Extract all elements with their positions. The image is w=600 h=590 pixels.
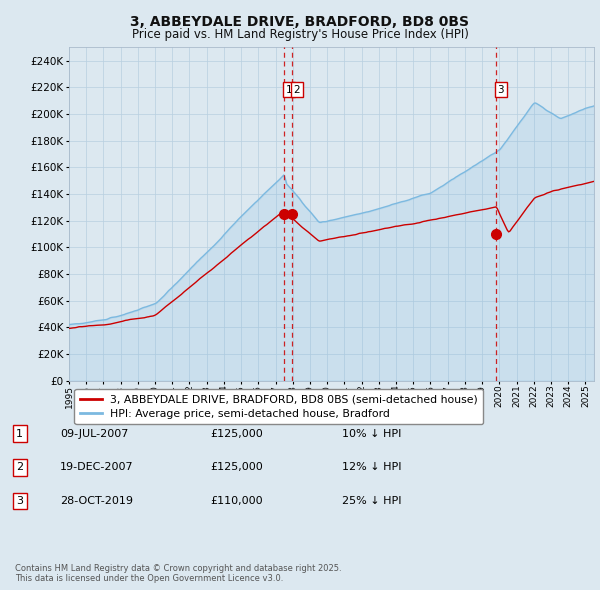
Text: 1: 1 <box>286 85 293 95</box>
Text: 25% ↓ HPI: 25% ↓ HPI <box>342 496 401 506</box>
Text: 2: 2 <box>293 85 300 95</box>
Text: 2: 2 <box>16 463 23 472</box>
Text: 09-JUL-2007: 09-JUL-2007 <box>60 429 128 438</box>
Text: 3, ABBEYDALE DRIVE, BRADFORD, BD8 0BS: 3, ABBEYDALE DRIVE, BRADFORD, BD8 0BS <box>131 15 470 30</box>
Text: Price paid vs. HM Land Registry's House Price Index (HPI): Price paid vs. HM Land Registry's House … <box>131 28 469 41</box>
Text: 19-DEC-2007: 19-DEC-2007 <box>60 463 134 472</box>
Text: 28-OCT-2019: 28-OCT-2019 <box>60 496 133 506</box>
Text: 12% ↓ HPI: 12% ↓ HPI <box>342 463 401 472</box>
Text: 1: 1 <box>16 429 23 438</box>
Text: £125,000: £125,000 <box>210 429 263 438</box>
Text: Contains HM Land Registry data © Crown copyright and database right 2025.
This d: Contains HM Land Registry data © Crown c… <box>15 563 341 583</box>
Text: £110,000: £110,000 <box>210 496 263 506</box>
Text: 3: 3 <box>497 85 504 95</box>
Text: £125,000: £125,000 <box>210 463 263 472</box>
Text: 3: 3 <box>16 496 23 506</box>
Legend: 3, ABBEYDALE DRIVE, BRADFORD, BD8 0BS (semi-detached house), HPI: Average price,: 3, ABBEYDALE DRIVE, BRADFORD, BD8 0BS (s… <box>74 389 484 424</box>
Text: 10% ↓ HPI: 10% ↓ HPI <box>342 429 401 438</box>
